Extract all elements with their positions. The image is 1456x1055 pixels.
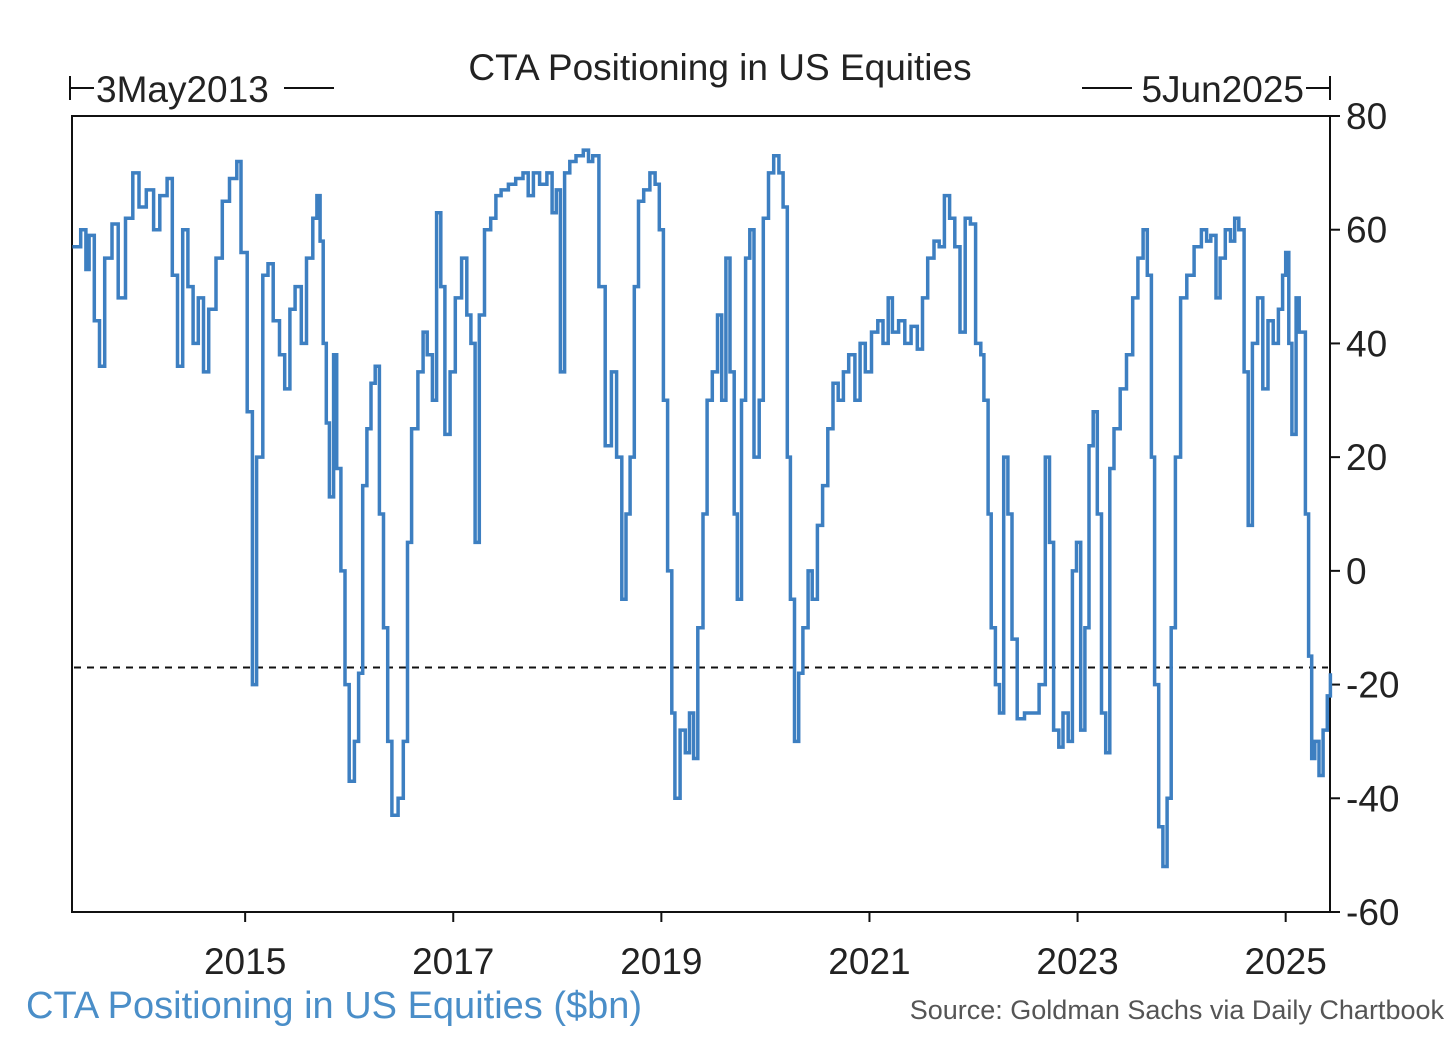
y-tick-label: -60 (1346, 892, 1399, 933)
x-tick-label: 2019 (620, 941, 702, 982)
x-tick-label: 2017 (412, 941, 494, 982)
x-axis: 2015 2017 2019 2021 2023 2025 (204, 912, 1327, 982)
source-note: Source: Goldman Sachs via Daily Chartboo… (909, 995, 1444, 1025)
y-tick-label: 20 (1346, 437, 1387, 478)
y-tick-label: -40 (1346, 778, 1399, 819)
y-tick-label: -20 (1346, 665, 1399, 706)
x-tick-label: 2015 (204, 941, 286, 982)
end-date-marker: 5Jun2025 (1082, 69, 1331, 110)
x-tick-label: 2025 (1245, 941, 1327, 982)
y-tick-label: 80 (1346, 96, 1387, 137)
end-date-label: 5Jun2025 (1141, 69, 1304, 110)
chart-caption: CTA Positioning in US Equities ($bn) (26, 985, 643, 1027)
x-tick-label: 2023 (1036, 941, 1118, 982)
start-date-label: 3May2013 (96, 69, 269, 110)
y-axis: 80 60 40 20 0 -20 -40 -60 (1330, 96, 1399, 933)
y-tick-label: 0 (1346, 551, 1367, 592)
series-line (72, 148, 1333, 869)
start-date-marker: 3May2013 (69, 69, 334, 110)
y-tick-label: 60 (1346, 210, 1387, 251)
plot-frame (71, 115, 1331, 913)
x-tick-label: 2021 (828, 941, 910, 982)
chart-title: CTA Positioning in US Equities (468, 47, 971, 88)
y-tick-label: 40 (1346, 323, 1387, 364)
